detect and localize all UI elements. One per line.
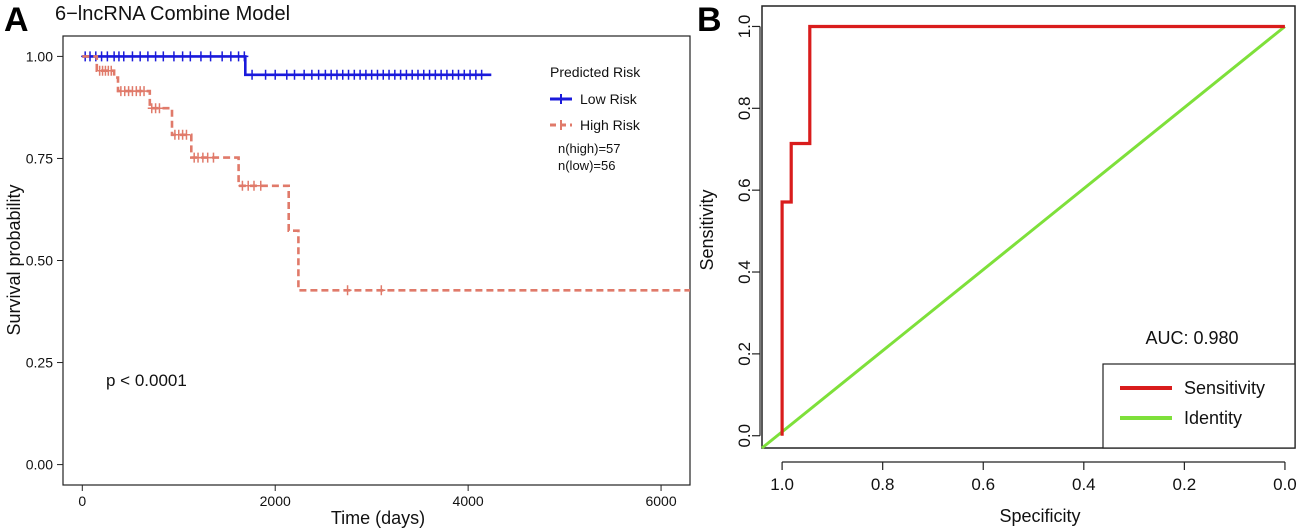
km-y-tick-label: 0.00 bbox=[26, 457, 53, 473]
km-low-risk-censor bbox=[282, 69, 291, 80]
km-high-risk-censor bbox=[107, 65, 116, 76]
km-legend: Predicted Risk Low Risk High Risk n(high… bbox=[550, 64, 641, 173]
km-y-label: Survival probability bbox=[4, 184, 24, 335]
km-low-risk-censor bbox=[206, 51, 215, 62]
roc-y-tick-label: 0.4 bbox=[735, 260, 754, 284]
panel-letter-a: A bbox=[4, 1, 29, 39]
km-x-label: Time (days) bbox=[331, 508, 425, 528]
km-plot bbox=[62, 35, 691, 486]
km-low-risk-censor bbox=[143, 51, 152, 62]
roc-legend-identity-label: Identity bbox=[1184, 408, 1242, 428]
km-high-risk-line bbox=[82, 55, 690, 292]
roc-x-tick-label: 0.0 bbox=[1273, 475, 1297, 494]
panel-letter-b: B bbox=[697, 1, 722, 39]
km-low-risk-censor bbox=[477, 69, 486, 80]
km-n-low: n(low)=56 bbox=[558, 158, 615, 173]
km-high-risk-censor bbox=[249, 180, 258, 191]
km-low-risk-censor bbox=[226, 51, 235, 62]
roc-x-tick-label: 0.2 bbox=[1173, 475, 1197, 494]
km-high-risk-censor bbox=[140, 86, 149, 97]
km-x-tick-label: 2000 bbox=[260, 493, 291, 509]
km-low-risk-censor bbox=[240, 51, 249, 62]
km-legend-low-label: Low Risk bbox=[580, 91, 638, 107]
km-low-risk-censor bbox=[196, 51, 205, 62]
km-y-tick-label: 0.75 bbox=[26, 150, 53, 166]
roc-y-tick-label: 0.8 bbox=[735, 96, 754, 120]
km-y-tick-label: 1.00 bbox=[26, 48, 53, 64]
km-low-risk-censor bbox=[169, 51, 178, 62]
roc-x-tick-label: 0.8 bbox=[871, 475, 895, 494]
km-high-risk-censor bbox=[155, 103, 164, 114]
km-low-risk-censor bbox=[314, 69, 323, 80]
km-x-tick-label: 4000 bbox=[453, 493, 484, 509]
roc-legend-box bbox=[1102, 363, 1296, 449]
km-low-risk-censor bbox=[136, 51, 145, 62]
km-low-risk-censor bbox=[128, 51, 137, 62]
roc-plot bbox=[761, 5, 1296, 450]
km-n-high: n(high)=57 bbox=[558, 141, 621, 156]
roc-x-label: Specificity bbox=[999, 506, 1080, 526]
km-title: 6−lncRNA Combine Model bbox=[55, 3, 290, 25]
km-y-tick-label: 0.50 bbox=[26, 253, 53, 269]
km-low-risk-censor bbox=[178, 51, 187, 62]
roc-sensitivity-curve bbox=[780, 24, 1285, 436]
roc-y-tick-label: 1.0 bbox=[735, 15, 754, 39]
km-low-risk-censor bbox=[218, 51, 227, 62]
km-high-risk-censor bbox=[182, 129, 191, 140]
km-low-risk-censor bbox=[261, 69, 270, 80]
km-y-tick-label: 0.25 bbox=[26, 355, 53, 371]
roc-legend: Sensitivity Identity bbox=[1102, 363, 1296, 449]
km-low-risk-censor bbox=[290, 69, 299, 80]
roc-legend-sensitivity-label: Sensitivity bbox=[1184, 378, 1265, 398]
km-high-risk-censor bbox=[256, 180, 265, 191]
roc-plot-border bbox=[761, 5, 1296, 449]
roc-x-tick-label: 1.0 bbox=[770, 475, 794, 494]
km-low-risk-censor bbox=[119, 51, 128, 62]
roc-y-tick-label: 0.0 bbox=[735, 424, 754, 448]
roc-identity-line bbox=[761, 25, 1286, 450]
roc-y-tick-label: 0.2 bbox=[735, 342, 754, 366]
km-high-risk-censor bbox=[343, 285, 352, 296]
km-legend-title: Predicted Risk bbox=[550, 64, 641, 80]
km-low-risk-censor bbox=[159, 51, 168, 62]
km-low-risk-censor bbox=[248, 69, 257, 80]
km-low-risk-censor bbox=[307, 69, 316, 80]
roc-x-tick-label: 0.4 bbox=[1072, 475, 1096, 494]
km-high-risk-censor bbox=[209, 152, 218, 163]
km-x-tick-label: 0 bbox=[78, 493, 86, 509]
km-low-risk-censor bbox=[300, 69, 309, 80]
km-low-risk-censor bbox=[151, 51, 160, 62]
roc-y-tick-label: 0.6 bbox=[735, 178, 754, 202]
roc-auc-label: AUC: 0.980 bbox=[1145, 328, 1238, 348]
km-low-risk-censor bbox=[271, 69, 280, 80]
roc-y-label: Sensitivity bbox=[697, 189, 717, 270]
km-high-risk-censor bbox=[377, 285, 386, 296]
km-legend-high-label: High Risk bbox=[580, 117, 641, 133]
km-x-tick-label: 6000 bbox=[645, 493, 676, 509]
km-low-risk-censor bbox=[103, 51, 112, 62]
km-pvalue: p < 0.0001 bbox=[106, 371, 187, 390]
km-low-risk-censor bbox=[186, 51, 195, 62]
roc-x-tick-label: 0.6 bbox=[971, 475, 995, 494]
